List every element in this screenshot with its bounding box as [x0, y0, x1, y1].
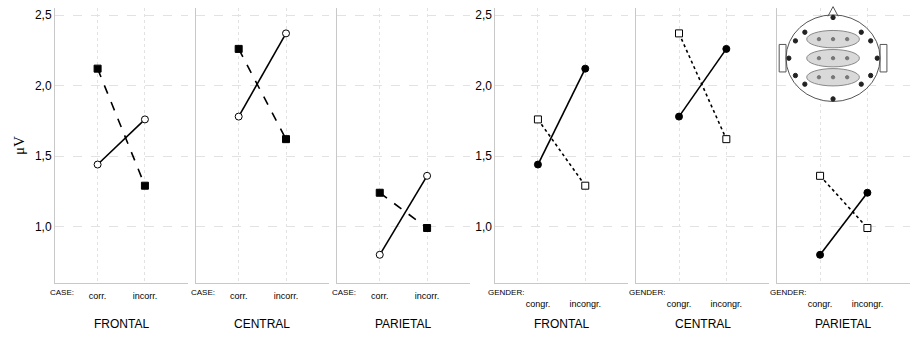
- svg-text:CASE:: CASE:: [191, 288, 215, 297]
- svg-text:congr.: congr.: [667, 299, 692, 309]
- svg-text:2,5: 2,5: [475, 8, 492, 22]
- svg-text:incorr.: incorr.: [274, 291, 299, 301]
- svg-text:CENTRAL: CENTRAL: [234, 317, 290, 331]
- svg-text:CASE:: CASE:: [50, 288, 74, 297]
- svg-text:1,0: 1,0: [475, 220, 492, 234]
- svg-text:1,5: 1,5: [35, 149, 52, 163]
- svg-text:incongr.: incongr.: [852, 299, 884, 309]
- svg-text:2,0: 2,0: [35, 79, 52, 93]
- svg-text:incorr.: incorr.: [133, 291, 158, 301]
- svg-text:corr.: corr.: [371, 291, 389, 301]
- svg-text:congr.: congr.: [808, 299, 833, 309]
- svg-text:2,5: 2,5: [35, 8, 52, 22]
- svg-text:GENDER:: GENDER:: [488, 288, 524, 297]
- svg-text:PARIETAL: PARIETAL: [375, 317, 432, 331]
- svg-text:congr.: congr.: [526, 299, 551, 309]
- svg-text:corr.: corr.: [230, 291, 248, 301]
- svg-text:1,5: 1,5: [475, 149, 492, 163]
- svg-text:incongr.: incongr.: [711, 299, 743, 309]
- svg-text:CASE:: CASE:: [332, 288, 356, 297]
- svg-text:GENDER:: GENDER:: [629, 288, 665, 297]
- svg-text:2,0: 2,0: [475, 79, 492, 93]
- svg-text:FRONTAL: FRONTAL: [534, 317, 589, 331]
- svg-text:incongr.: incongr.: [569, 299, 601, 309]
- svg-text:PARIETAL: PARIETAL: [815, 317, 872, 331]
- svg-text:CENTRAL: CENTRAL: [675, 317, 731, 331]
- svg-text:incorr.: incorr.: [415, 291, 440, 301]
- svg-text:μV: μV: [11, 136, 27, 155]
- svg-text:FRONTAL: FRONTAL: [94, 317, 149, 331]
- svg-text:GENDER:: GENDER:: [770, 288, 806, 297]
- svg-text:corr.: corr.: [89, 291, 107, 301]
- svg-text:1,0: 1,0: [35, 220, 52, 234]
